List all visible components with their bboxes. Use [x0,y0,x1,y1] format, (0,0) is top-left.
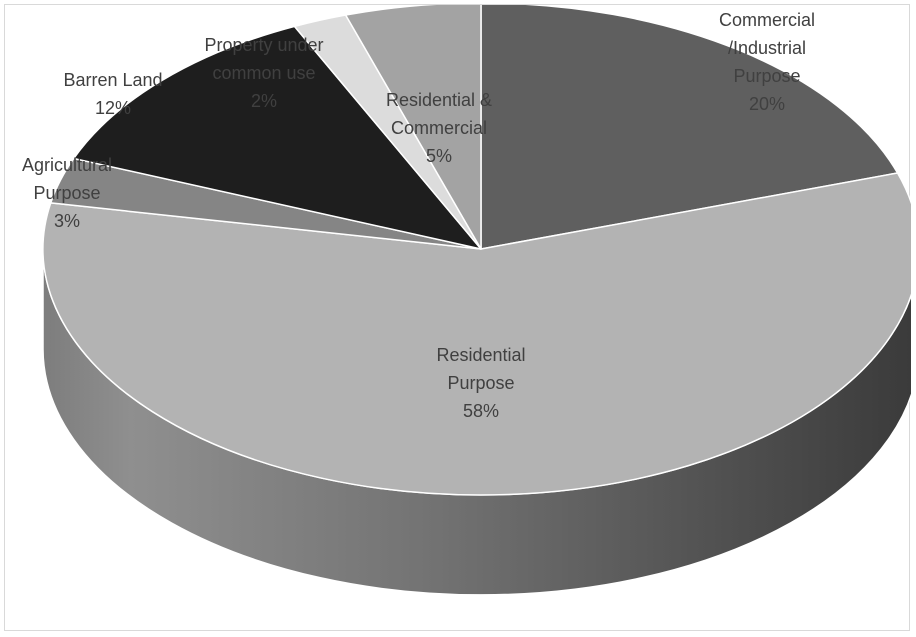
slice-label-1-line-2: /Industrial [728,38,806,58]
pie-chart: Commercial/Industrial Purpose 20% Residenti… [22,5,911,596]
slice-label-2-line-1: Residential [436,345,525,365]
slice-label-6-line-3: 5% [426,146,452,166]
slice-label-5-line-3: 2% [251,91,277,111]
slice-label-6: Residential & Commercial 5% [386,90,492,166]
slice-label-1-line-4: 20% [749,94,785,114]
slice-label-6-line-1: Residential & [386,90,492,110]
slice-label-3-line-3: 3% [54,211,80,231]
slice-label-3-line-2: Purpose [33,183,100,203]
slice-label-5-line-1: Property under [204,35,323,55]
slice-label-2: Residential Purpose 58% [436,345,525,421]
pie-slice-2 [42,172,911,496]
slice-label-4: Barren Land 12% [63,70,162,118]
slice-label-1-line-3: Purpose [733,66,800,86]
slice-label-5-line-2: common use [212,63,315,83]
chart-frame: Commercial/Industrial Purpose 20% Residenti… [4,4,911,631]
pie-slice-6 [344,5,482,250]
slice-label-3-line-1: Agricultural [22,155,112,175]
slice-label-1: Commercial/Industrial Purpose 20% [719,10,815,114]
slice-label-5: Property under common use 2% [204,35,323,111]
slice-label-3: Agricultural Purpose 3% [22,155,112,231]
slice-label-4-line-1: Barren Land [63,70,162,90]
pie-slice-4 [73,25,482,250]
slice-label-2-line-3: 58% [463,401,499,421]
slice-label-2-line-2: Purpose [447,373,514,393]
pie-slice-1 [480,5,899,250]
slice-label-1-line-1: Commercial [719,10,815,30]
slice-label-6-line-2: Commercial [391,118,487,138]
slice-label-4-line-2: 12% [95,98,131,118]
